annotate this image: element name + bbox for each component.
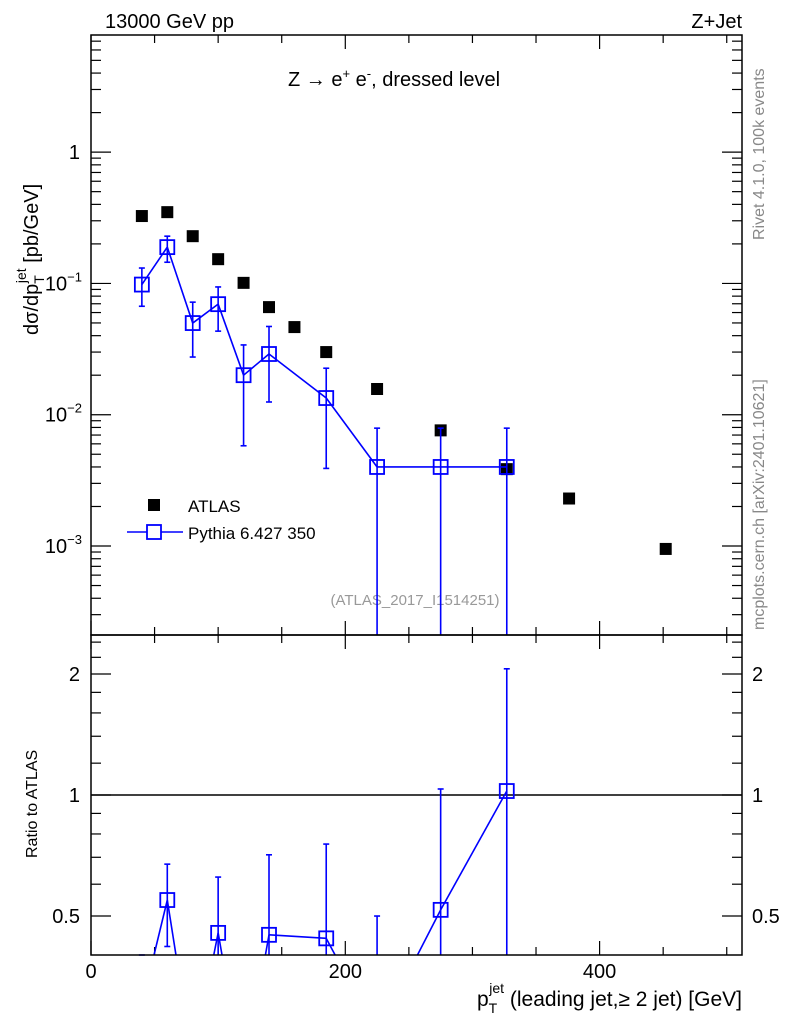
ratio-line-segment — [439, 790, 508, 911]
ratio-point — [498, 783, 515, 799]
title-sup: + — [342, 66, 350, 81]
pythia-point — [133, 276, 150, 293]
plot-title: Z → e+ e-, dressed level — [288, 66, 500, 91]
atlas-point — [237, 276, 250, 289]
ratio-y-tick-label: 0.5 — [52, 906, 80, 928]
atlas-point — [135, 210, 148, 223]
xlabel-part: (leading jet,≥ 2 jet) [GeV] — [504, 988, 742, 1011]
pythia-line-segment — [243, 353, 270, 376]
ratio-point — [159, 892, 176, 908]
ratio-y-tick-label: 1 — [69, 785, 80, 807]
side-label-rivet: Rivet 4.1.0, 100k events — [751, 68, 768, 240]
y-tick-exponent: −3 — [67, 532, 82, 547]
pythia-line-segment — [141, 246, 168, 286]
y-tick-label: 10−3 — [45, 532, 82, 558]
legend-pythia-label: Pythia 6.427 350 — [188, 524, 316, 543]
title-part: e — [350, 69, 367, 91]
pythia-point — [184, 315, 201, 331]
title-part: , dressed level — [371, 69, 500, 91]
ylabel-sub: T — [31, 275, 47, 284]
y-tick-base: 10 — [45, 536, 67, 558]
pythia-line-segment — [217, 303, 245, 376]
atlas-point — [161, 206, 174, 219]
y-tick-label: 10−1 — [45, 269, 82, 295]
legend-atlas-marker — [148, 499, 160, 511]
title-part: Z → e — [288, 69, 342, 91]
ratio-line-segment — [325, 937, 336, 956]
atlas-point — [563, 492, 576, 505]
ratio-line-segment — [268, 934, 327, 940]
pythia-point — [498, 459, 515, 475]
header-left: 13000 GeV pp — [105, 11, 234, 33]
legend: ATLAS Pythia 6.427 350 — [127, 497, 316, 543]
y-tick-base: 10 — [45, 405, 67, 427]
header-right: Z+Jet — [691, 11, 742, 33]
pythia-line-segment — [192, 303, 219, 324]
atlas-point — [320, 346, 333, 359]
y-tick-exponent: −2 — [67, 401, 82, 416]
x-axis-label: pTjet (leading jet,≥ 2 jet) [GeV] — [477, 980, 742, 1016]
x-tick-label: 200 — [329, 961, 362, 983]
pythia-point — [159, 239, 176, 256]
pythia-point — [235, 367, 252, 384]
ratio-point — [210, 924, 227, 941]
ratio-line-segment — [153, 899, 169, 956]
xlabel-part: p — [477, 988, 489, 1011]
y-axis-label: dσ/dpTjet [pb/GeV] — [13, 184, 47, 335]
y-tick-base: 10 — [45, 273, 67, 295]
atlas-point — [186, 230, 199, 243]
atlas-point — [371, 382, 384, 395]
ratio-point — [261, 926, 277, 943]
y-tick-label: 10−2 — [45, 401, 82, 427]
pythia-line-segment — [268, 353, 327, 399]
ratio-y-tick-label-right: 2 — [752, 664, 763, 686]
pythia-line-segment — [325, 397, 378, 468]
ylabel-part: [pb/GeV] — [21, 184, 43, 269]
ratio-marks — [138, 668, 515, 956]
pythia-line-segment — [166, 246, 194, 324]
ratio-frame — [90, 634, 743, 956]
ratio-point — [432, 901, 449, 918]
main-frame — [90, 34, 743, 636]
legend-pythia-marker — [146, 524, 162, 540]
ratio-y-axis-label: Ratio to ATLAS — [24, 750, 41, 858]
ratio-y-tick-label-right: 1 — [752, 785, 763, 807]
ratio-y-tick-label: 2 — [69, 664, 80, 686]
title-sup: - — [367, 66, 371, 81]
pythia-point — [432, 459, 449, 475]
x-tick-label: 0 — [85, 961, 96, 983]
y-tick-exponent: −1 — [67, 269, 82, 284]
xlabel-sup: jet — [488, 980, 504, 996]
atlas-point — [659, 542, 672, 555]
x-tick-label: 400 — [583, 961, 616, 983]
pythia-point — [261, 346, 277, 362]
main-marks — [133, 206, 672, 635]
analysis-annotation: (ATLAS_2017_I1514251) — [330, 592, 499, 609]
data-marks — [133, 206, 672, 956]
ratio-y-tick-label-right: 0.5 — [752, 906, 780, 928]
side-label-mcplots: mcplots.cern.ch [arXiv:2401.10621] — [751, 379, 768, 630]
atlas-point — [212, 253, 225, 266]
y-tick-label: 1 — [69, 142, 80, 164]
ylabel-sup: jet — [13, 268, 29, 284]
ratio-line-segment — [166, 899, 177, 956]
ylabel-part: dσ/dp — [21, 284, 43, 335]
legend-atlas-label: ATLAS — [188, 497, 241, 516]
ratio-point — [318, 930, 335, 947]
pythia-point — [369, 459, 385, 475]
xlabel-sub: T — [489, 1000, 498, 1016]
atlas-point — [263, 301, 276, 314]
y-tick-base: 1 — [69, 142, 80, 164]
atlas-point — [288, 321, 301, 334]
pythia-point — [318, 390, 335, 406]
pythia-point — [210, 296, 227, 313]
